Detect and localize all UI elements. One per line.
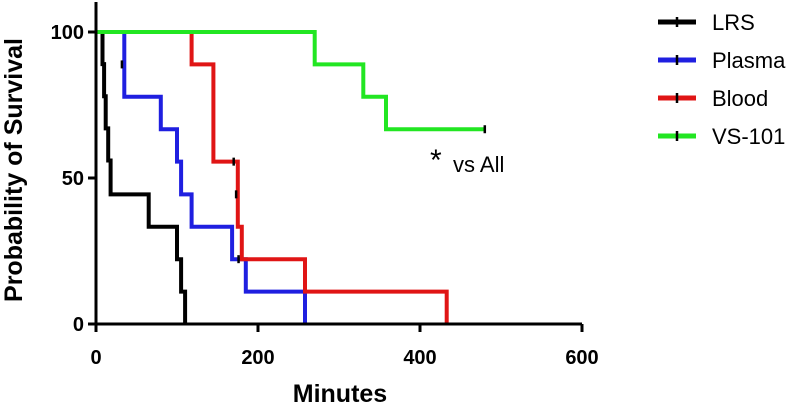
x-tick-label: 400 — [403, 347, 436, 369]
plot-area — [88, 2, 584, 332]
axes — [88, 2, 584, 332]
series-line-blood — [96, 30, 449, 324]
x-tick-label: 0 — [90, 347, 101, 369]
y-tick-label: 50 — [62, 168, 84, 190]
y-tick-label: 0 — [73, 314, 84, 336]
legend-label-lrs: LRS — [712, 10, 755, 35]
legend-label-vs-101: VS-101 — [712, 124, 785, 149]
y-tick-label: 100 — [51, 22, 84, 44]
significance-text: vs All — [453, 152, 504, 177]
series-line-lrs — [96, 30, 188, 324]
series-line-plasma — [96, 30, 307, 324]
legend-label-blood: Blood — [712, 86, 768, 111]
legend: LRS Plasma Blood VS-101 — [658, 10, 786, 149]
significance-annotation: * vs All — [430, 144, 504, 177]
legend-label-plasma: Plasma — [712, 48, 786, 73]
x-tick-labels: 0 200 400 600 — [90, 347, 598, 369]
y-axis-title: Probability of Survival — [0, 38, 28, 302]
x-axis-title: Minutes — [293, 380, 387, 407]
significance-star: * — [430, 144, 442, 177]
series-lines — [96, 30, 487, 324]
y-tick-labels: 0 50 100 — [51, 22, 84, 336]
series-line-vs-101 — [96, 30, 485, 132]
x-tick-label: 200 — [241, 347, 274, 369]
x-tick-label: 600 — [565, 347, 598, 369]
